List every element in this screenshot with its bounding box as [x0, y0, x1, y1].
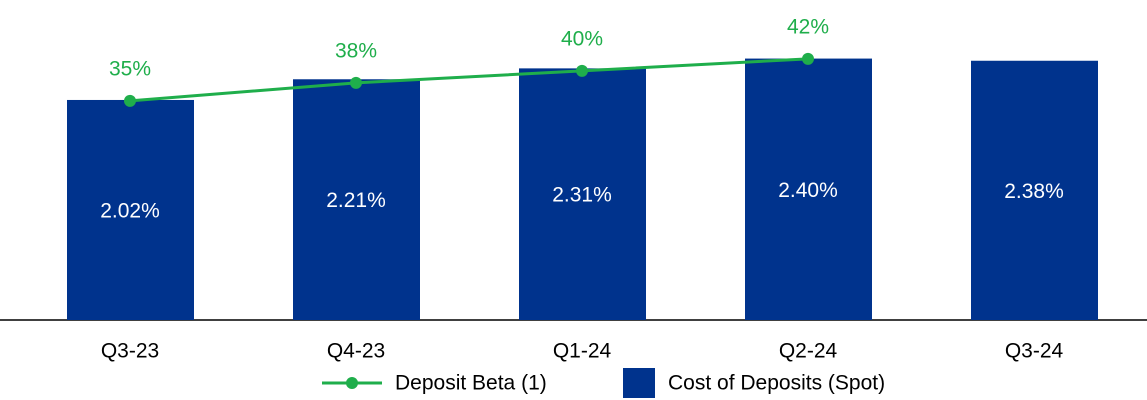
- x-tick-label: Q3-23: [101, 340, 159, 363]
- bar: [745, 58, 872, 320]
- line-marker: [124, 94, 136, 107]
- bar-value-label: 2.02%: [100, 200, 160, 223]
- bar-value-label: 2.31%: [552, 184, 612, 207]
- x-tick-label: Q2-24: [779, 340, 838, 363]
- line-value-label: 38%: [335, 39, 377, 62]
- bar-value-label: 2.21%: [326, 189, 386, 212]
- x-tick-label: Q1-24: [553, 340, 612, 363]
- line-marker: [350, 76, 362, 89]
- line-marker: [802, 52, 814, 65]
- bar: [519, 68, 646, 320]
- bar: [971, 60, 1098, 320]
- legend-swatch: [623, 368, 655, 398]
- legend-label: Deposit Beta (1): [395, 372, 547, 395]
- x-tick-label: Q4-23: [327, 340, 385, 363]
- line: [129, 57, 809, 103]
- line-marker: [576, 64, 588, 77]
- bar-value-label: 2.40%: [778, 179, 838, 202]
- bar-value-label: 2.38%: [1004, 180, 1064, 203]
- bar: [67, 99, 194, 320]
- bar: [293, 79, 420, 321]
- legend-marker: [346, 377, 358, 389]
- line-value-label: 42%: [787, 15, 829, 38]
- line-value-label: 35%: [109, 57, 151, 80]
- x-tick-label: Q3-24: [1005, 340, 1064, 363]
- legend-label: Cost of Deposits (Spot): [668, 372, 885, 395]
- line-value-label: 40%: [561, 27, 603, 50]
